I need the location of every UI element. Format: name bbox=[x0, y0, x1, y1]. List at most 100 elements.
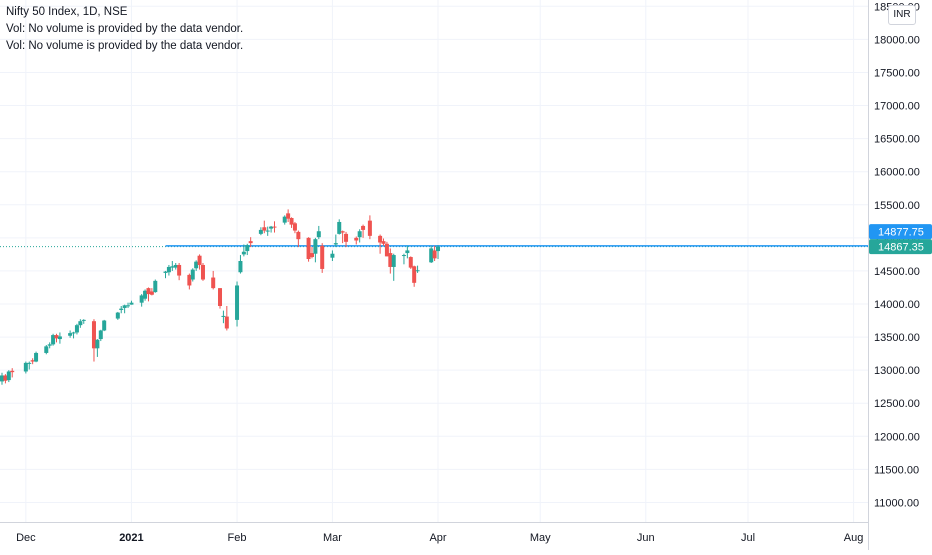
candle-body bbox=[211, 277, 216, 289]
horizontal-line-layer bbox=[0, 245, 868, 248]
candle-body bbox=[194, 261, 199, 269]
time-tick-label: Feb bbox=[228, 532, 247, 544]
legend-volume-note: Vol: No volume is provided by the data v… bbox=[6, 23, 244, 35]
price-tick-label: 11500.00 bbox=[874, 464, 919, 476]
time-tick-label: Aug bbox=[844, 532, 864, 544]
candle-body bbox=[388, 253, 393, 267]
candle-body bbox=[54, 335, 59, 339]
candle-body bbox=[221, 315, 226, 317]
last-price-tag-box bbox=[869, 239, 932, 255]
price-axis[interactable]: 11000.00 11500.00 12000.00 12500.00 13000.00… bbox=[868, 0, 932, 550]
price-tick-label: 12000.00 bbox=[874, 431, 920, 443]
candle-body bbox=[74, 325, 79, 333]
price-tick-label: 13500.00 bbox=[874, 332, 920, 344]
candle-body bbox=[218, 288, 223, 306]
candle-body bbox=[119, 308, 124, 310]
candle-body bbox=[378, 235, 383, 243]
candle-body bbox=[71, 332, 76, 334]
line-price-tag-box bbox=[869, 224, 932, 240]
line-price-tag-label: 14877.75 bbox=[878, 227, 924, 239]
candle-body bbox=[3, 375, 8, 381]
candle-body bbox=[6, 371, 11, 381]
last-price-tag-label: 14867.35 bbox=[878, 242, 924, 254]
candle-body bbox=[146, 288, 151, 295]
candle-body bbox=[27, 362, 32, 364]
time-tick-label: May bbox=[530, 532, 551, 544]
candle-body bbox=[357, 231, 362, 238]
candle-body bbox=[34, 352, 39, 362]
price-tags: 14877.75 14867.35 bbox=[869, 224, 932, 255]
currency-label[interactable]: INR bbox=[888, 5, 916, 25]
candle-body bbox=[292, 223, 297, 231]
candle-body bbox=[282, 216, 287, 223]
candle-body bbox=[391, 255, 396, 267]
candle-body bbox=[309, 253, 314, 258]
time-axis[interactable]: Dec 2021 Feb Mar Apr May Jun Jul Aug bbox=[0, 522, 868, 550]
time-axis-background bbox=[0, 522, 868, 550]
candles bbox=[0, 209, 441, 385]
candle-body bbox=[245, 245, 250, 252]
candle-body bbox=[269, 226, 274, 229]
candle-body bbox=[432, 250, 437, 259]
candle-body bbox=[258, 229, 263, 234]
candle-body bbox=[354, 237, 359, 241]
candle-body bbox=[143, 290, 148, 299]
price-tick-label: 13000.00 bbox=[874, 365, 920, 377]
candle-body bbox=[408, 257, 413, 268]
candle-body bbox=[78, 321, 83, 326]
price-tick-label: 12500.00 bbox=[874, 398, 920, 410]
candle-body bbox=[333, 243, 338, 245]
candle-body bbox=[190, 269, 195, 280]
candle-body bbox=[177, 264, 182, 276]
candle-body bbox=[401, 255, 406, 257]
candle-body bbox=[286, 213, 291, 219]
price-tick-label: 16500.00 bbox=[874, 134, 920, 146]
candle-body bbox=[115, 312, 120, 319]
candle-body bbox=[81, 319, 86, 321]
candle-body bbox=[238, 261, 243, 273]
candle-body bbox=[344, 233, 349, 242]
time-tick-label: Mar bbox=[323, 532, 342, 544]
legend-title[interactable]: Nifty 50 Index, 1D, NSE bbox=[6, 6, 128, 18]
chart-legend: Nifty 50 Index, 1D, NSE Vol: No volume i… bbox=[6, 4, 243, 55]
candle-body bbox=[320, 245, 325, 269]
candle-body bbox=[272, 226, 277, 228]
candle-body bbox=[153, 280, 158, 293]
price-tick-label: 14500.00 bbox=[874, 266, 920, 278]
candle-body bbox=[166, 266, 171, 273]
candle-body bbox=[91, 321, 96, 349]
time-tick-label: Jun bbox=[637, 532, 655, 544]
candle-body bbox=[381, 241, 386, 244]
price-tick-label: 15500.00 bbox=[874, 200, 920, 212]
grid bbox=[0, 0, 868, 522]
candle-body bbox=[47, 344, 52, 346]
candle-body bbox=[149, 291, 154, 295]
candle-body bbox=[51, 335, 56, 345]
candle-body bbox=[412, 266, 417, 283]
candle-body bbox=[415, 270, 420, 272]
time-tick-label: Jul bbox=[741, 532, 755, 544]
candle-body bbox=[0, 375, 4, 382]
candle-body bbox=[405, 250, 410, 254]
price-tick-label: 17000.00 bbox=[874, 101, 920, 113]
candle-body bbox=[102, 320, 107, 331]
candle-body bbox=[316, 231, 321, 238]
candle-body bbox=[170, 266, 175, 268]
candle-body bbox=[163, 271, 168, 273]
candle-body bbox=[122, 305, 127, 308]
candle-body bbox=[68, 333, 73, 336]
candle-body bbox=[436, 246, 441, 252]
price-axis-background bbox=[868, 0, 932, 550]
candle-body bbox=[95, 339, 100, 349]
time-tick-label: 2021 bbox=[119, 532, 143, 544]
candle-body bbox=[367, 220, 372, 236]
candle-body bbox=[265, 230, 270, 232]
candle-body bbox=[248, 241, 253, 244]
candle-body bbox=[200, 264, 205, 280]
candle-body bbox=[44, 346, 49, 353]
time-tick-label: Apr bbox=[429, 532, 446, 544]
price-tick-label: 17500.00 bbox=[874, 67, 920, 79]
candle-body bbox=[306, 237, 311, 260]
